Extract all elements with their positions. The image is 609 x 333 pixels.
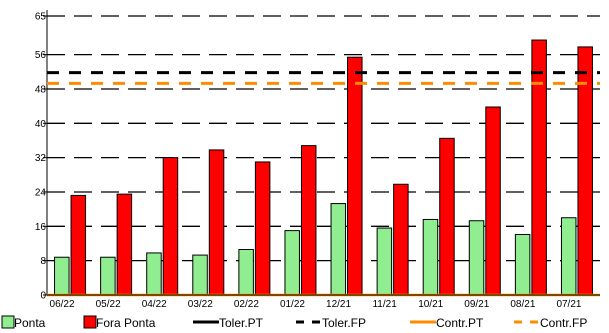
bar-fora-ponta	[393, 183, 409, 296]
x-axis: 06/22 05/22 04/22 03/22 02/22 01/22 12/21 11/21…	[47, 294, 600, 310]
y-axis: 0 8 16 24 32 40 48 56 65	[35, 10, 48, 302]
bar-ponta	[284, 230, 300, 296]
legend-swatch	[1, 315, 15, 329]
bars	[54, 39, 593, 296]
bar-fora-ponta	[300, 145, 317, 296]
legend-label: Fora Ponta	[96, 316, 156, 330]
x-tick-label: 10/21	[418, 299, 443, 310]
bar-ponta	[560, 217, 577, 296]
y-tick-label: 24	[35, 187, 47, 198]
legend-label: Contr.FP	[540, 316, 587, 330]
bar-ponta	[376, 227, 393, 296]
x-tick-label: 08/21	[510, 299, 535, 310]
x-tick-label: 05/22	[96, 299, 121, 310]
x-tick-label: 04/22	[142, 299, 167, 310]
bar-ponta	[514, 233, 531, 296]
x-tick-label: 01/22	[280, 299, 305, 310]
legend-label: Contr.PT	[436, 316, 484, 330]
gridlines	[47, 15, 600, 262]
bar-ponta	[54, 256, 70, 296]
y-tick-label: 0	[40, 291, 46, 302]
bar-ponta	[422, 218, 439, 296]
bar-fora-ponta	[70, 194, 87, 296]
x-tick-label: 12/21	[326, 299, 351, 310]
bar-fora-ponta	[531, 39, 547, 296]
bar-fora-ponta	[208, 149, 225, 296]
x-tick-label: 02/22	[234, 299, 259, 310]
legend-label: Ponta	[14, 316, 46, 330]
bar-ponta	[238, 249, 254, 296]
bar-fora-ponta	[439, 137, 455, 296]
y-tick-label: 40	[35, 119, 47, 130]
bar-fora-ponta	[347, 56, 363, 296]
bar-fora-ponta	[162, 157, 179, 296]
bar-ponta	[100, 256, 116, 296]
legend-label: Toler.PT	[219, 316, 264, 330]
bar-fora-ponta	[254, 161, 271, 296]
y-tick-label: 32	[35, 153, 47, 164]
bar-ponta	[146, 252, 162, 296]
y-tick-label: 65	[35, 12, 47, 23]
bar-ponta	[330, 203, 347, 296]
y-tick-label: 16	[35, 222, 47, 233]
bar-fora-ponta	[485, 106, 501, 296]
legend: Ponta Fora Ponta Toler.PT Toler.FP Contr.PT C…	[1, 315, 587, 330]
bar-ponta	[192, 254, 208, 296]
legend-swatch	[83, 315, 97, 329]
x-tick-label: 09/21	[464, 299, 489, 310]
y-tick-label: 56	[35, 50, 47, 61]
x-tick-label: 03/22	[188, 299, 213, 310]
x-tick-label: 07/21	[556, 299, 581, 310]
x-tick-label: 06/22	[50, 299, 75, 310]
bar-ponta	[468, 220, 485, 296]
x-tick-label: 11/21	[372, 299, 397, 310]
y-tick-label: 8	[40, 256, 46, 267]
legend-label: Toler.FP	[322, 316, 366, 330]
y-tick-label: 48	[35, 84, 47, 95]
bar-fora-ponta	[116, 193, 133, 296]
